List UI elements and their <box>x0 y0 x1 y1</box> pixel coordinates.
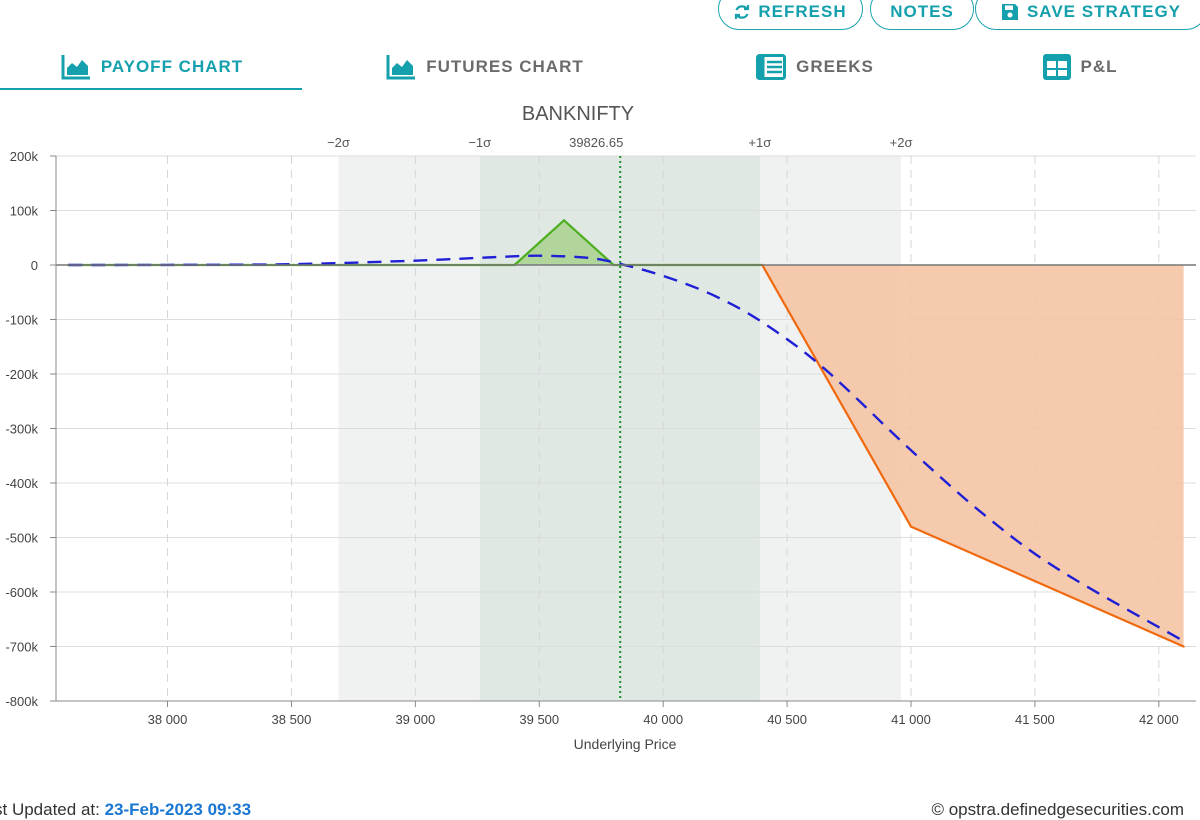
grid-icon <box>1042 54 1071 80</box>
x-tick-label: 42 000 <box>1139 712 1179 727</box>
x-tick-label: 38 500 <box>272 712 312 727</box>
y-tick-label: 200k <box>10 149 39 164</box>
sigma-label: −1σ <box>468 135 491 150</box>
x-axis-label: Underlying Price <box>574 736 677 752</box>
y-tick-label: -300k <box>5 422 38 437</box>
area-chart-icon <box>386 55 416 80</box>
tab-futures-chart-label: FUTURES CHART <box>426 57 584 76</box>
y-tick-label: -100k <box>5 313 38 328</box>
target-day-payoff-line <box>68 254 1185 643</box>
expiry-payoff-loss-segment <box>909 525 1185 648</box>
tab-futures-chart[interactable]: FUTURES CHART <box>360 44 610 90</box>
table-icon <box>756 54 787 80</box>
save-icon <box>1001 4 1018 20</box>
notes-label: NOTES <box>890 2 954 21</box>
refresh-button[interactable]: REFRESH <box>718 0 863 30</box>
tab-pnl-label: P&L <box>1080 57 1118 76</box>
y-tick-label: -400k <box>5 476 38 491</box>
tab-greeks-label: GREEKS <box>796 57 874 76</box>
x-tick-label: 41 000 <box>891 712 931 727</box>
expiry-payoff-loss-segment <box>761 263 913 528</box>
axes: 200k 100k 0 -100k -200k -300k -400k -500k -600k -… <box>5 135 1196 727</box>
chart-title: BANKNIFTY <box>522 103 634 125</box>
tab-pnl[interactable]: P&L <box>1030 44 1130 90</box>
sigma-label: +1σ <box>748 135 771 150</box>
y-tick-label: 100k <box>10 204 39 219</box>
x-tick-label: 40 500 <box>767 712 807 727</box>
y-tick-label: -600k <box>5 585 38 600</box>
expiry-payoff-profit-segment <box>562 219 615 267</box>
tab-greeks[interactable]: GREEKS <box>740 44 890 90</box>
active-tab-indicator <box>0 88 302 90</box>
refresh-icon <box>735 5 750 19</box>
loss-area <box>762 265 1184 647</box>
save-strategy-label: SAVE STRATEGY <box>1026 2 1182 21</box>
y-tick-label: -500k <box>5 531 38 546</box>
x-tick-label: 40 000 <box>643 712 683 727</box>
y-tick-label: -700k <box>5 640 38 655</box>
save-strategy-button[interactable]: SAVE STRATEGY <box>975 0 1200 30</box>
copyright: © opstra.definedgesecurities.com <box>931 800 1184 819</box>
x-tick-label: 39 000 <box>395 712 435 727</box>
last-updated: st Updated at: 23-Feb-2023 09:33 <box>0 800 251 820</box>
y-tick-label: -800k <box>5 694 38 709</box>
x-tick-label: 38 000 <box>148 712 188 727</box>
expiry-payoff-profit-segment <box>513 219 566 267</box>
last-updated-prefix: st Updated at: <box>0 800 105 819</box>
payoff-chart: 200k 100k 0 -100k -200k -300k -400k -500k -600k -… <box>5 103 1196 752</box>
spot-price-label: 39826.65 <box>569 135 623 150</box>
y-tick-label: 0 <box>31 258 38 273</box>
x-tick-label: 39 500 <box>519 712 559 727</box>
refresh-label: REFRESH <box>758 2 847 21</box>
tab-payoff-chart[interactable]: PAYOFF CHART <box>18 44 286 90</box>
profit-area <box>514 220 614 265</box>
tab-payoff-chart-label: PAYOFF CHART <box>100 57 244 76</box>
sigma-label: −2σ <box>327 135 350 150</box>
last-updated-timestamp: 23-Feb-2023 09:33 <box>104 800 252 819</box>
sigma-label: +2σ <box>890 135 913 150</box>
y-tick-label: -200k <box>5 367 38 382</box>
notes-button[interactable]: NOTES <box>870 0 974 30</box>
payoff-fills <box>514 220 1184 647</box>
area-chart-icon <box>61 55 90 80</box>
x-tick-label: 41 500 <box>1015 712 1055 727</box>
